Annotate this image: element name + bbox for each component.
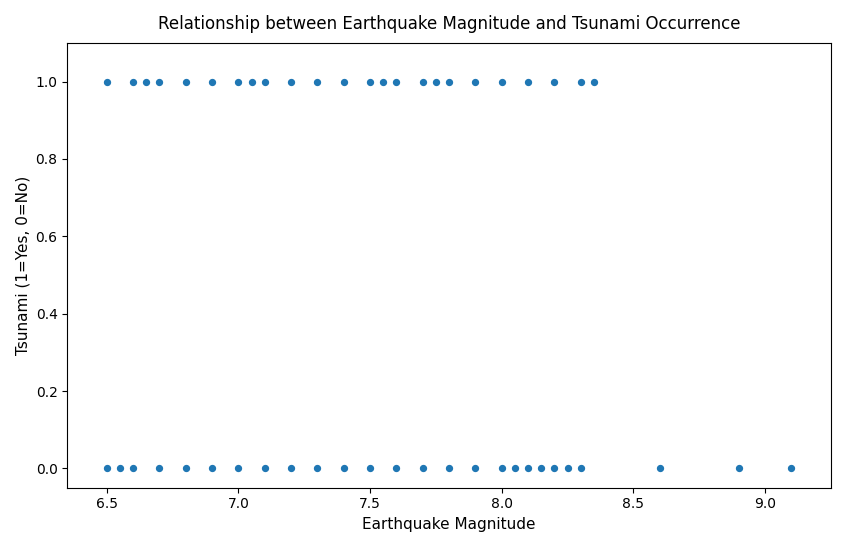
Y-axis label: Tsunami (1=Yes, 0=No): Tsunami (1=Yes, 0=No)	[15, 176, 30, 355]
Point	[337, 77, 350, 86]
Point	[495, 464, 508, 473]
Point	[442, 77, 456, 86]
Point	[244, 77, 258, 86]
Point	[561, 464, 574, 473]
Point	[126, 77, 140, 86]
Point	[508, 464, 522, 473]
Point	[469, 77, 482, 86]
Point	[653, 464, 667, 473]
Point	[574, 77, 588, 86]
Point	[258, 77, 272, 86]
Point	[179, 77, 193, 86]
Point	[284, 77, 298, 86]
Point	[284, 464, 298, 473]
Title: Relationship between Earthquake Magnitude and Tsunami Occurrence: Relationship between Earthquake Magnitud…	[158, 15, 740, 33]
Point	[100, 77, 113, 86]
Point	[310, 464, 324, 473]
Point	[547, 464, 561, 473]
Point	[179, 464, 193, 473]
Point	[113, 464, 127, 473]
Point	[206, 77, 219, 86]
Point	[364, 464, 377, 473]
Point	[732, 464, 745, 473]
Point	[100, 464, 113, 473]
Point	[416, 464, 430, 473]
Point	[258, 464, 272, 473]
Point	[521, 464, 535, 473]
Point	[785, 464, 799, 473]
Point	[390, 77, 404, 86]
X-axis label: Earthquake Magnitude: Earthquake Magnitude	[362, 517, 536, 532]
Point	[390, 464, 404, 473]
Point	[469, 464, 482, 473]
Point	[442, 464, 456, 473]
Point	[232, 77, 245, 86]
Point	[376, 77, 390, 86]
Point	[337, 464, 350, 473]
Point	[310, 77, 324, 86]
Point	[574, 464, 588, 473]
Point	[547, 77, 561, 86]
Point	[495, 77, 508, 86]
Point	[587, 77, 601, 86]
Point	[232, 464, 245, 473]
Point	[429, 77, 442, 86]
Point	[535, 464, 548, 473]
Point	[521, 77, 535, 86]
Point	[126, 464, 140, 473]
Point	[152, 77, 166, 86]
Point	[140, 77, 153, 86]
Point	[206, 464, 219, 473]
Point	[416, 77, 430, 86]
Point	[364, 77, 377, 86]
Point	[152, 464, 166, 473]
